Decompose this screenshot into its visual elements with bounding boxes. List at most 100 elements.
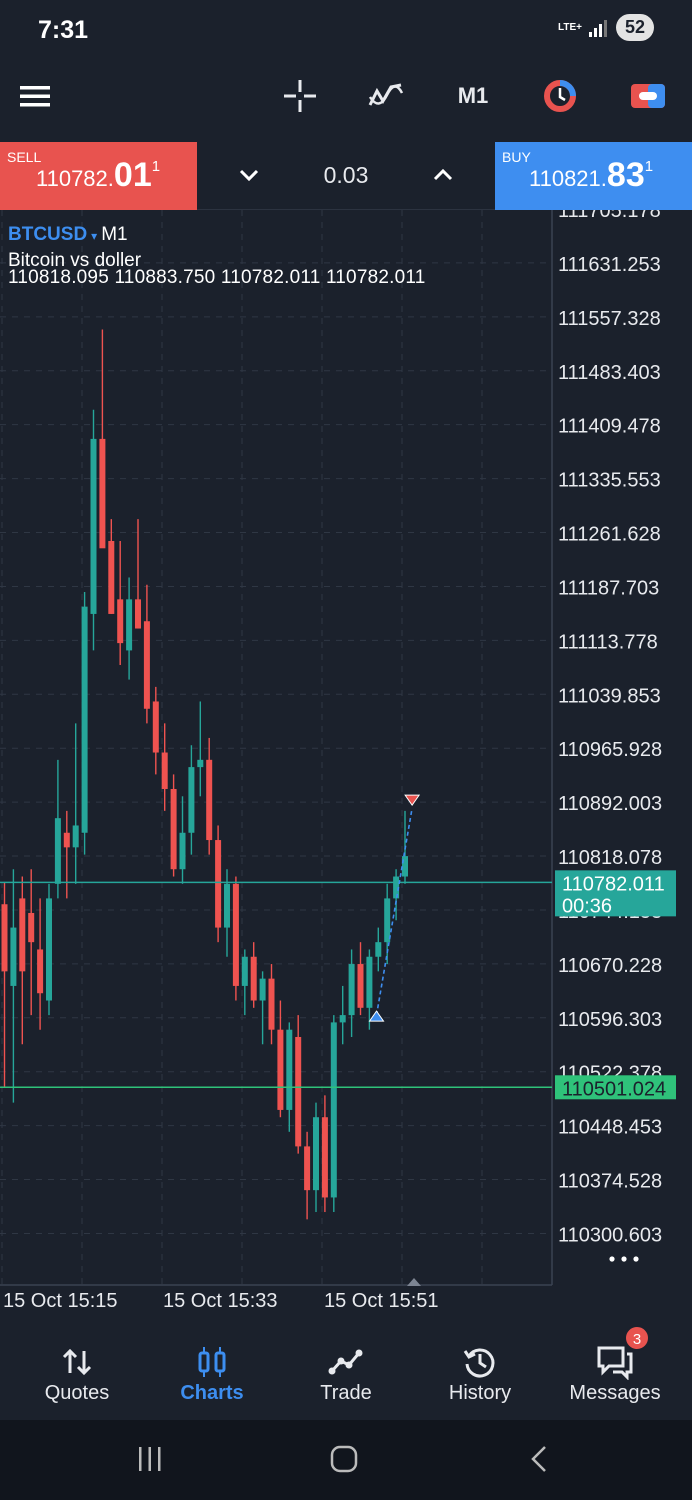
- candle-body: [90, 438, 97, 614]
- buy-price: 110821.831: [529, 156, 653, 195]
- nav-history-label: History: [448, 1382, 512, 1404]
- menu-button[interactable]: [16, 76, 54, 116]
- candle-body: [304, 1146, 311, 1191]
- y-axis-tick-label: 111113.778: [558, 631, 658, 653]
- chevron-down-icon: [239, 169, 259, 182]
- nav-history[interactable]: History: [411, 1320, 549, 1420]
- trade-panel-button[interactable]: [628, 76, 668, 116]
- candle-body: [402, 856, 408, 877]
- trade-bar: SELL 110782.011 0.03 BUY 110821.831: [0, 142, 692, 210]
- sell-arrow-marker: [404, 794, 421, 806]
- level-price-tag: [555, 1075, 676, 1100]
- y-axis-tick-label: 110965.928: [558, 739, 662, 761]
- candle-body: [72, 825, 79, 848]
- candle-body: [215, 840, 222, 928]
- scroll-marker-icon: [407, 1278, 421, 1286]
- messages-badge: 3: [624, 1325, 650, 1351]
- symbol-caret-icon: ▾: [91, 229, 98, 243]
- home-icon[interactable]: [329, 1444, 359, 1474]
- arrows-updown-icon: [57, 1342, 97, 1382]
- candle-body: [10, 927, 17, 986]
- level-price-tag-value: 110501.024: [562, 1078, 666, 1100]
- buy-button[interactable]: BUY 110821.831: [495, 142, 692, 210]
- nav-charts-label: Charts: [180, 1382, 244, 1404]
- candle-body: [259, 978, 266, 1001]
- crosshair-button[interactable]: [280, 76, 320, 116]
- more-dots-icon: [621, 1256, 627, 1262]
- nav-trade[interactable]: Trade: [277, 1320, 415, 1420]
- y-axis-tick-label: 110448.453: [558, 1117, 662, 1139]
- sell-button[interactable]: SELL 110782.011: [0, 142, 197, 210]
- one-click-trading-button[interactable]: [540, 76, 580, 116]
- ohlc-values: 110818.095 110883.750 110782.011 110782.…: [8, 267, 426, 288]
- symbol-header[interactable]: BTCUSD ▾ M1: [8, 224, 128, 246]
- chevron-up-icon: [433, 168, 453, 181]
- candle-body: [152, 701, 159, 753]
- nav-charts[interactable]: Charts: [143, 1320, 281, 1420]
- candle-body: [63, 832, 70, 848]
- trend-icon: [326, 1342, 366, 1382]
- timeframe-label: M1: [457, 83, 489, 108]
- nav-quotes[interactable]: Quotes: [8, 1320, 146, 1420]
- indicators-button[interactable]: [366, 76, 406, 116]
- candle-body: [188, 767, 195, 833]
- history-icon: [460, 1342, 500, 1382]
- battery-badge: 52: [615, 14, 654, 41]
- candle-body: [170, 788, 177, 870]
- clock-dial-icon: [544, 80, 576, 112]
- y-axis-tick-label: 111335.553: [558, 470, 661, 492]
- nav-quotes-label: Quotes: [44, 1382, 110, 1404]
- y-axis-tick-label: 111557.328: [558, 308, 661, 330]
- candle-body: [250, 956, 257, 1001]
- candle-body: [179, 832, 186, 870]
- back-icon[interactable]: [525, 1444, 555, 1474]
- candle-body: [321, 1117, 328, 1198]
- price-chart-area[interactable]: 111705.178 111631.253 111557.328 111483.403…: [0, 210, 692, 1320]
- y-axis-tick-label: 111705.178: [558, 210, 661, 222]
- volume-increase-button[interactable]: [428, 160, 458, 190]
- volume-field[interactable]: 0.03: [323, 162, 369, 188]
- y-axis-tick-label: 110818.078: [558, 847, 662, 869]
- volume-decrease-button[interactable]: [234, 160, 264, 190]
- y-axis-tick-label: 110892.003: [558, 793, 662, 815]
- candle-body: [81, 606, 88, 833]
- candle-body: [277, 1029, 284, 1110]
- y-axis-tick-label: 110374.528: [558, 1171, 662, 1193]
- chart-toolbar: M1: [0, 64, 692, 128]
- candle-body: [241, 956, 248, 986]
- recent-apps-icon[interactable]: [135, 1444, 165, 1474]
- y-axis-tick-label: 111409.478: [558, 416, 661, 438]
- candle-body: [313, 1117, 319, 1191]
- candle-body: [206, 759, 213, 841]
- nav-messages[interactable]: Messages: [546, 1320, 684, 1420]
- candle-body: [108, 541, 115, 614]
- candle-body: [99, 438, 106, 549]
- price-chart[interactable]: 111705.178 111631.253 111557.328 111483.403…: [0, 210, 692, 1320]
- timeframe-button[interactable]: M1: [452, 76, 494, 116]
- indicator-icon: [368, 83, 404, 106]
- more-dots-icon: [633, 1256, 639, 1262]
- candle-body: [46, 898, 52, 1001]
- buy-price-sup: 1: [644, 158, 654, 175]
- x-axis-tick-label: 15 Oct 15:51: [324, 1290, 439, 1312]
- bottom-navigation: Quotes Charts Trade: [0, 1320, 692, 1420]
- candle-body: [54, 818, 61, 884]
- candle-body: [366, 956, 373, 1008]
- nav-messages-label: Messages: [569, 1382, 661, 1404]
- messages-icon: [595, 1342, 635, 1382]
- candle-body: [19, 898, 26, 972]
- nav-trade-label: Trade: [320, 1382, 372, 1404]
- bid-price-tag-value: 110782.011: [562, 873, 665, 895]
- candle-body: [268, 978, 275, 1030]
- x-axis-tick-label: 15 Oct 15:33: [163, 1290, 278, 1312]
- y-axis-tick-label: 110300.603: [558, 1224, 662, 1246]
- bid-countdown: 00:36: [562, 895, 612, 917]
- y-axis-tick-label: 110596.303: [558, 1009, 662, 1031]
- sell-price-main: 110782.: [36, 166, 114, 191]
- trade-connection-line: [375, 807, 413, 1016]
- signal-icon: [588, 19, 607, 37]
- symbol-name: BTCUSD: [8, 224, 88, 245]
- candle-body: [135, 599, 141, 629]
- candle-body: [143, 621, 150, 709]
- sell-price-big: 01: [113, 156, 152, 194]
